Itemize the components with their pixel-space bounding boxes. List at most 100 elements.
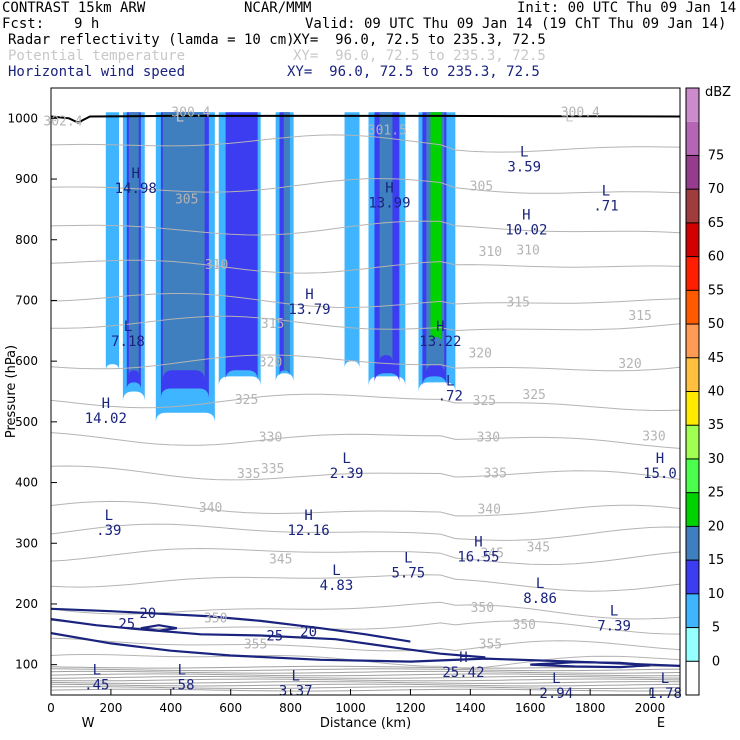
extremum-value: 2.94 [539, 686, 573, 702]
colorbar-swatch [686, 324, 699, 358]
extremum-value: 2.39 [330, 466, 364, 482]
axes: 0 200 400 600 800 1000 1200 1400 1600 1800 2000 100… [4, 111, 665, 731]
extremum-marker: L [446, 373, 454, 389]
theta-label: 325 [522, 388, 545, 403]
x-tick-label: 2000 [635, 701, 666, 715]
extremum-marker: L [536, 576, 544, 592]
theta-label: 330 [642, 429, 665, 444]
valid-time: Valid: 09 UTC Thu 09 Jan 14 (19 ChT Thu … [305, 16, 727, 32]
extremum-value: 14.98 [115, 181, 157, 197]
field-2-xy: XY= 96.0, 72.5 to 235.3, 72.5 [293, 48, 546, 64]
colorbar-label: 5 [712, 621, 720, 636]
colorbar-swatch [686, 661, 699, 695]
wind-contour-line [530, 661, 651, 669]
colorbar-label: 60 [708, 250, 725, 265]
extremum-value: .72 [438, 388, 463, 404]
reflectivity-cell [105, 112, 119, 371]
x-tick-label: 200 [99, 701, 122, 715]
theta-line [51, 523, 680, 541]
extremum-marker: L [602, 183, 610, 199]
colorbar-swatch [686, 256, 699, 291]
theta-label: 310 [205, 258, 228, 273]
colorbar-label: 35 [708, 418, 725, 433]
wind-label: 25 [118, 616, 135, 632]
theta-line [51, 393, 680, 412]
east-label: E [657, 716, 665, 731]
reflectivity-cell [344, 112, 360, 369]
theta-label: 301.5 [368, 123, 407, 138]
model-label: CONTRAST 15km ARW [2, 0, 146, 16]
extremum-marker: H [385, 180, 393, 196]
extremum-marker: H [304, 508, 312, 524]
x-tick-label: 600 [219, 701, 242, 715]
extremum-marker: L [124, 319, 132, 335]
y-tick-label: 500 [15, 415, 38, 429]
extremum-value: 13.22 [419, 334, 461, 350]
extremum-value: 13.99 [368, 195, 410, 211]
reflectivity-layer [105, 112, 456, 423]
extremum-marker: L [404, 551, 412, 567]
theta-line-upper [51, 668, 680, 672]
theta-label: 305 [470, 179, 493, 194]
colorbar-label: 25 [708, 486, 725, 501]
theta-label: 345 [269, 553, 292, 568]
theta-label: 305 [175, 193, 198, 208]
extremum-marker: L [105, 508, 113, 524]
y-tick-label: 1000 [7, 111, 38, 125]
extremum-value: .58 [169, 677, 194, 693]
theta-label: 320 [618, 357, 641, 372]
field-1-xy: XY= 96.0, 72.5 to 235.3, 72.5 [293, 32, 546, 48]
extremum-marker: L [520, 145, 528, 161]
extremum-value: 12.16 [288, 523, 330, 539]
extremum-value: 8.86 [523, 591, 557, 607]
extremum-value: 7.18 [111, 334, 145, 350]
wind-label: 25 [266, 629, 283, 645]
theta-label: 335 [237, 467, 260, 482]
extremum-value: 14.02 [85, 411, 127, 427]
colorbar-swatch [686, 189, 699, 223]
extremum-marker: L [291, 668, 299, 684]
y-tick-label: 600 [15, 354, 38, 368]
colorbar-label: 15 [708, 553, 725, 568]
theta-label: 300.4 [171, 105, 210, 120]
x-tick-label: 1200 [395, 701, 426, 715]
theta-label: 345 [527, 540, 550, 555]
colorbar-units: dBZ [705, 85, 731, 100]
colorbar-swatch [686, 155, 699, 190]
theta-line [51, 547, 680, 566]
y-tick-label: 800 [15, 233, 38, 247]
theta-label: 302.4 [43, 114, 82, 129]
extremum-marker: L [610, 603, 618, 619]
forecast-hour: 9 h [74, 16, 100, 32]
colorbar-swatch [686, 492, 699, 527]
theta-line [51, 134, 680, 153]
extremum-marker: L [176, 109, 184, 125]
extremum-value: 3.37 [279, 683, 313, 699]
theta-label: 330 [477, 431, 500, 446]
colorbar-swatch [686, 627, 699, 662]
plot-frame [50, 87, 681, 696]
theta-label: 345 [480, 547, 503, 562]
wind-contour-line [51, 618, 486, 659]
theta-line-upper [51, 688, 680, 692]
theta-line [51, 619, 680, 635]
colorbar-label: 50 [708, 317, 725, 332]
y-tick-label: 700 [15, 293, 38, 307]
field-1-name: Radar reflectivity (lamda = 10 cm) [8, 32, 295, 48]
theta-label: 315 [507, 295, 530, 310]
reflectivity-cell [128, 112, 139, 376]
terrain-line [51, 114, 680, 124]
field-3-name: Horizontal wind speed [8, 64, 186, 80]
y-tick-label: 900 [15, 172, 38, 186]
theta-label: 315 [261, 317, 284, 332]
extremum-marker: H [459, 650, 467, 666]
extremum-value: 16.55 [457, 549, 499, 565]
extremum-marker: L [332, 563, 340, 579]
colorbar-swatch [686, 425, 699, 459]
theta-label: 350 [513, 618, 536, 633]
theta-line [51, 465, 680, 481]
extremum-marker: L [552, 671, 560, 687]
y-tick-label: 400 [15, 476, 38, 490]
